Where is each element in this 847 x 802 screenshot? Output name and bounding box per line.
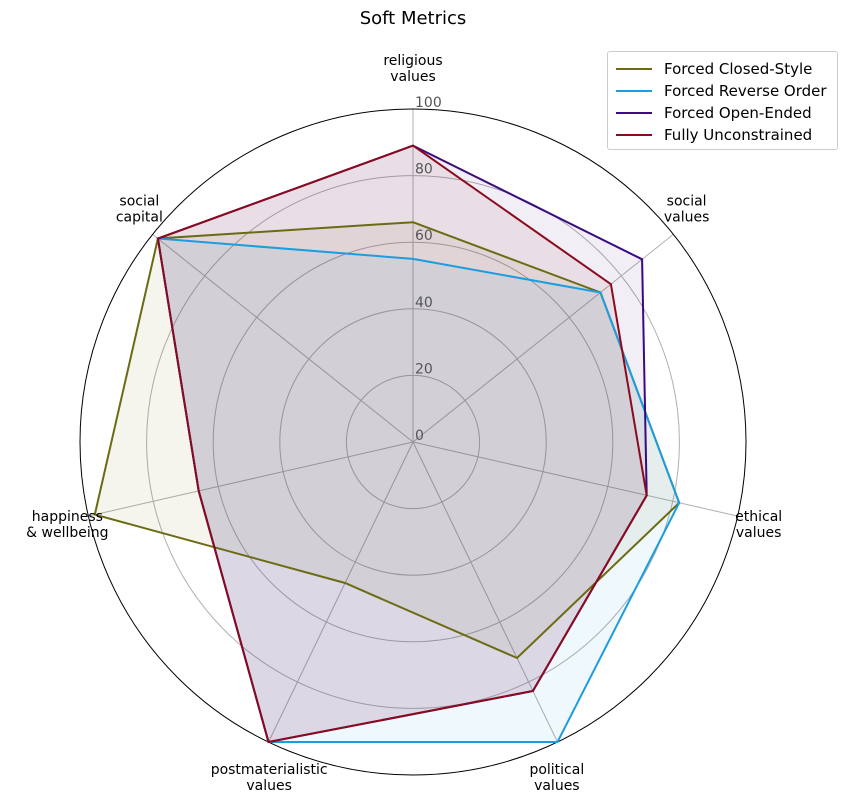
axis-label-line: values [664,209,710,225]
axis-spoke [412,441,738,517]
axis-spoke [412,441,558,743]
legend-item: Fully Unconstrained [616,124,829,146]
axis-label-line: happiness [32,509,103,525]
axis-label-line: ethical [735,509,782,525]
axis-label: political values [529,762,584,794]
axis-label-line: social [667,193,707,209]
axis-label-line: political [529,762,584,778]
legend-label: Fully Unconstrained [664,126,813,144]
axis-label-line: capital [116,209,163,225]
legend-item: Forced Reverse Order [616,80,829,102]
legend-item: Forced Closed-Style [616,58,829,80]
axis-label-line: values [246,778,292,794]
grid-layer [79,108,747,776]
axis-label-line: & wellbeing [26,525,108,541]
radial-tick-label: 100 [415,95,442,111]
series-layer [93,144,681,744]
outer-frame [79,108,747,776]
axis-label-line: values [390,69,436,85]
chart-title: Soft Metrics [360,8,467,29]
legend-label: Forced Closed-Style [664,60,813,78]
legend-label: Forced Open-Ended [664,104,812,122]
axis-label-line: values [534,778,580,794]
radial-tick-label: 0 [415,428,424,444]
axis-label: ethical values [735,509,782,541]
series-fill [157,145,647,743]
legend-swatch [616,112,652,114]
radial-tick-label: 20 [415,361,433,377]
axis-label: postmaterialistic values [211,762,328,794]
series-fill [94,222,680,658]
series-line [156,144,648,744]
axis-spoke [268,441,414,743]
axis-label: religious values [383,53,442,85]
legend: Forced Closed-Style Forced Reverse Order… [607,51,838,150]
axis-label: social capital [116,193,163,225]
legend-swatch [616,134,652,136]
axis-label: happiness & wellbeing [26,509,108,541]
legend-label: Forced Reverse Order [664,82,827,100]
axis-spoke [152,233,414,443]
axis-label-line: religious [383,53,442,69]
series-fill [157,238,680,742]
axis-label-line: social [119,193,159,209]
legend-item: Forced Open-Ended [616,102,829,124]
axis-label: social values [664,193,710,225]
radial-tick-label: 60 [415,228,433,244]
radial-tick-label: 40 [415,295,433,311]
axis-label-line: values [736,525,782,541]
axis-spoke [412,233,674,443]
legend-swatch [616,68,652,70]
axis-spoke [88,441,414,517]
axis-label-line: postmaterialistic [211,762,328,778]
legend-swatch [616,90,652,92]
series-fill [157,145,647,743]
radial-tick-label: 80 [415,162,433,178]
